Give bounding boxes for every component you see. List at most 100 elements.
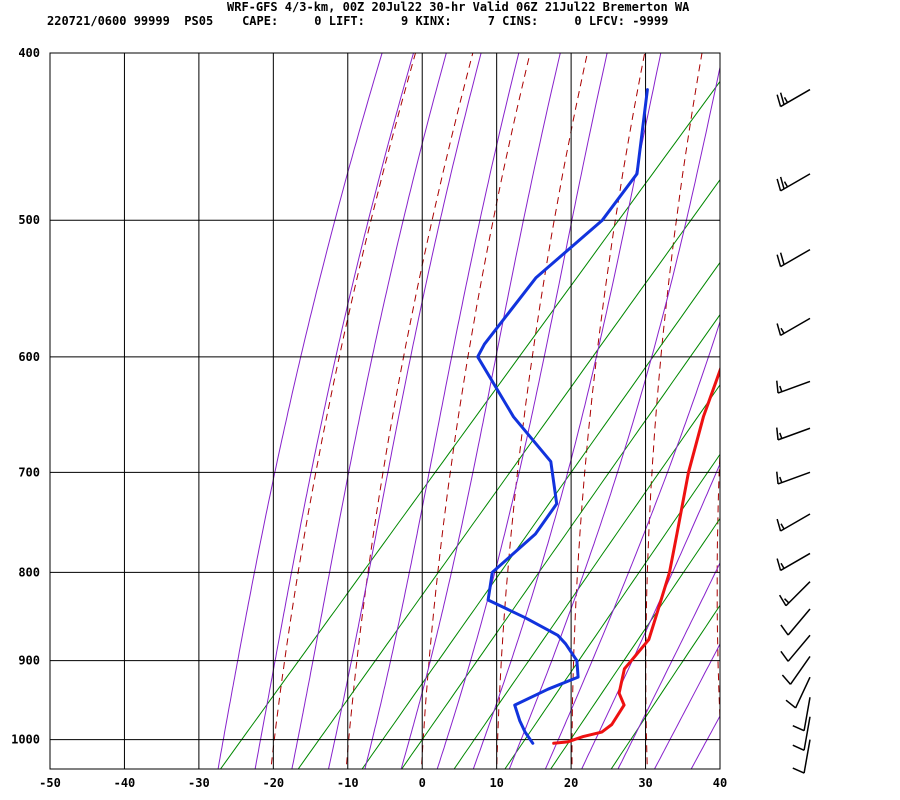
x-tick-label: -50: [39, 776, 61, 790]
mixing-ratio-line: [504, 453, 720, 769]
barb-flag: [776, 94, 782, 107]
barb-staff: [787, 608, 811, 636]
barb-flag: [776, 558, 782, 571]
isotherms: [50, 53, 720, 769]
x-tick-label: -20: [262, 776, 284, 790]
x-tick-label: 40: [713, 776, 727, 790]
barb-staff: [794, 676, 811, 709]
dry-adiabat-line: [716, 439, 720, 731]
moist-adiabat-line: [653, 642, 720, 769]
chart-title: WRF-GFS 4/3-km, 00Z 20Jul22 30-hr Valid …: [227, 0, 690, 14]
wind-barb: [780, 608, 811, 636]
barb-flag: [776, 427, 779, 440]
barb-flag: [779, 252, 785, 265]
temperature-trace: [552, 366, 720, 745]
barb-staff: [780, 173, 811, 192]
barb-staff: [780, 317, 811, 337]
barb-staff: [803, 716, 811, 751]
y-tick-label: 400: [18, 46, 40, 60]
barb-staff: [789, 656, 811, 685]
x-tick-label: -40: [114, 776, 136, 790]
x-tick-label: 10: [489, 776, 503, 790]
barb-staff: [787, 634, 811, 662]
plot-frame: [49, 52, 721, 770]
barb-half-flag: [783, 181, 789, 188]
wind-barb: [776, 513, 811, 532]
wind-barb: [776, 88, 811, 108]
x-tick-label: -30: [188, 776, 210, 790]
barb-staff: [780, 88, 811, 108]
wind-barb: [792, 716, 811, 751]
wind-barb: [776, 471, 811, 485]
sounding-indices: 220721/0600 99999 PS05 CAPE: 0 LIFT: 9 K…: [47, 14, 669, 28]
y-tick-label: 600: [18, 350, 40, 364]
barb-flag: [779, 92, 785, 105]
barb-staff: [780, 513, 811, 532]
wind-barb: [776, 248, 811, 268]
dry-adiabat-line: [786, 34, 819, 776]
y-tick-label: 1000: [11, 733, 40, 747]
mixing-ratio-line: [453, 383, 720, 769]
wind-barb: [785, 676, 811, 709]
barb-half-flag: [780, 327, 785, 334]
barb-flag: [785, 699, 797, 709]
barb-half-flag: [784, 598, 790, 604]
barb-staff: [785, 581, 811, 607]
dry-adiabat-line: [270, 53, 417, 769]
x-tick-label: 20: [564, 776, 578, 790]
barb-flag: [781, 674, 792, 685]
wind-barb: [776, 552, 811, 572]
barb-staff: [777, 427, 811, 441]
wind-barb: [792, 697, 811, 732]
axis-ticks: -50 -40 -30 -20 -10 0 10 20 30 40 400 500 600 700 800 9…: [11, 46, 727, 790]
barb-flag: [776, 380, 779, 394]
x-tick-label: -10: [337, 776, 359, 790]
barb-flag: [792, 744, 805, 751]
barb-flag: [776, 254, 782, 267]
barb-half-flag: [779, 476, 783, 483]
mixing-ratio-line: [219, 80, 720, 769]
barb-flag: [780, 650, 789, 662]
moist-adiabat-line: [364, 53, 520, 769]
wind-barbs: [776, 88, 811, 774]
y-tick-label: 900: [18, 654, 40, 668]
wind-barb: [776, 380, 811, 394]
dry-adiabat-line: [853, 34, 876, 776]
barb-half-flag: [783, 96, 789, 103]
dry-adiabat-line: [645, 53, 703, 769]
mixing-ratio-line: [401, 313, 720, 769]
wind-barb: [778, 581, 811, 607]
barb-staff: [780, 552, 811, 572]
barb-flag: [776, 323, 782, 336]
moist-adiabat-line: [690, 715, 720, 769]
sounding-traces: [476, 88, 720, 745]
x-tick-label: 30: [638, 776, 652, 790]
barb-flag: [792, 767, 805, 774]
background-lines: [217, 34, 876, 776]
moist-adiabat-line: [400, 53, 561, 769]
barb-half-flag: [779, 385, 783, 392]
barb-flag: [776, 178, 782, 192]
x-tick-label: 0: [419, 776, 426, 790]
moist-adiabat-line: [544, 320, 720, 769]
mixing-ratio-line: [610, 604, 720, 769]
dry-adiabat-line: [420, 53, 531, 769]
y-tick-label: 700: [18, 465, 40, 479]
dry-adiabat-line: [571, 53, 646, 769]
wind-barb: [776, 317, 811, 337]
mixing-ratio-line: [297, 178, 720, 769]
wind-barb: [792, 739, 811, 774]
moist-adiabat-line: [581, 462, 720, 769]
barb-half-flag: [780, 523, 785, 530]
mixing-ratio-line: [550, 517, 720, 769]
barb-staff: [780, 248, 811, 268]
wind-barb: [781, 656, 811, 685]
barb-staff: [803, 739, 811, 774]
barb-flag: [779, 176, 785, 190]
moist-adiabat-line: [327, 53, 482, 769]
barb-half-flag: [779, 432, 783, 439]
wind-barb: [776, 427, 811, 441]
barb-flag: [776, 471, 779, 485]
barb-flag: [780, 624, 789, 636]
